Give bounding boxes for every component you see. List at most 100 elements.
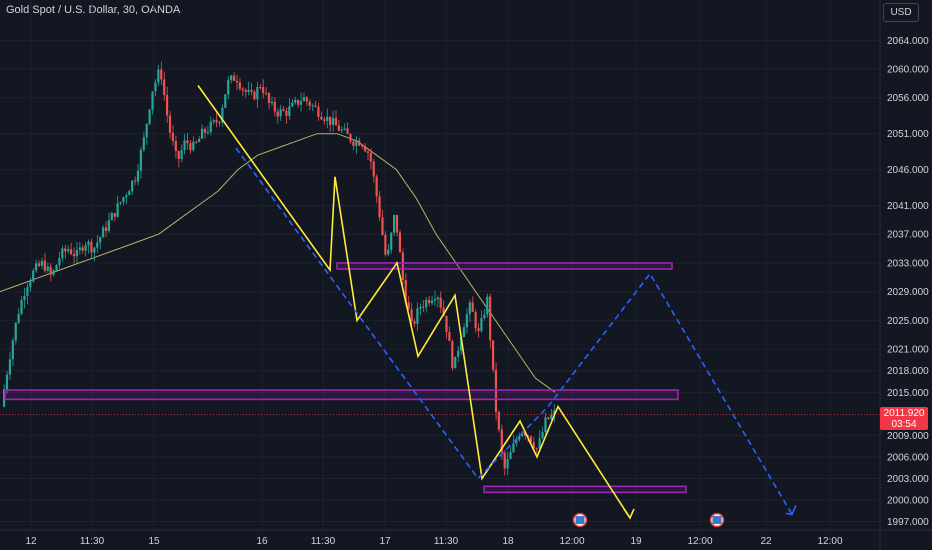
candle-body	[93, 247, 96, 253]
candle-body	[58, 257, 61, 265]
candle-body	[535, 448, 538, 450]
candle-body	[99, 237, 102, 243]
candle-body	[305, 97, 308, 102]
candle-body	[247, 89, 250, 92]
y-tick-label: 1997.000	[887, 517, 929, 528]
candle-body	[433, 299, 436, 301]
candle-body	[468, 302, 471, 315]
currency-button[interactable]: USD	[883, 3, 919, 22]
candle-body	[337, 125, 340, 131]
candle-body	[267, 93, 271, 104]
candle-body	[381, 217, 384, 235]
candle-body	[273, 101, 276, 112]
candle-body	[500, 429, 503, 453]
candle-body	[413, 321, 416, 324]
candle-body	[366, 151, 370, 153]
candle-body	[52, 270, 55, 275]
projection-arrowhead	[785, 505, 797, 516]
candle-body	[203, 128, 207, 133]
candle-body	[116, 203, 119, 217]
candle-body	[276, 111, 279, 117]
y-tick-label: 2003.000	[887, 474, 929, 485]
candle-body	[363, 145, 367, 152]
chart-title: Gold Spot / U.S. Dollar, 30, OANDA	[6, 4, 181, 16]
candle-body	[436, 297, 439, 300]
candle-body	[323, 119, 326, 121]
candle-body	[113, 213, 116, 217]
candle-body	[489, 296, 492, 341]
x-tick-label: 16	[256, 536, 268, 547]
candle-body	[494, 369, 498, 413]
y-tick-label: 2060.000	[887, 65, 929, 76]
candle-body	[84, 245, 87, 251]
candle-body	[378, 196, 381, 218]
candle-body	[401, 252, 404, 280]
candle-body	[302, 97, 305, 102]
candle-body	[221, 107, 224, 123]
candle-body	[235, 80, 239, 83]
candle-body	[512, 443, 515, 453]
candle-body	[232, 75, 236, 81]
y-tick-label: 2051.000	[887, 129, 929, 140]
candle-body	[8, 359, 12, 375]
candle-body	[349, 133, 352, 142]
x-tick-label: 12	[25, 536, 37, 547]
y-tick-label: 2000.000	[887, 496, 929, 507]
candle-body	[177, 151, 180, 159]
candle-body	[186, 140, 189, 144]
y-tick-label: 2029.000	[887, 287, 929, 298]
y-tick-label: 2025.000	[887, 316, 929, 327]
x-tick-label: 18	[502, 536, 514, 547]
candle-body	[445, 315, 448, 333]
projection-path	[235, 147, 797, 516]
candle-body	[55, 264, 58, 271]
candle-body	[224, 94, 227, 108]
candle-body	[299, 101, 303, 105]
candle-body	[72, 254, 76, 257]
candle-body	[165, 95, 169, 116]
event-flags	[572, 512, 725, 528]
y-tick-label: 2033.000	[887, 258, 929, 269]
candle-body	[157, 69, 160, 83]
candle-body	[163, 79, 166, 96]
candle-body	[308, 101, 311, 106]
candle-body	[288, 106, 291, 116]
candle-body	[326, 116, 329, 121]
candle-body	[334, 117, 337, 126]
x-tick-label: 22	[760, 536, 772, 547]
candle-body	[541, 432, 544, 439]
candle-body	[133, 180, 137, 182]
candle-body	[174, 140, 177, 152]
candle-body	[529, 436, 533, 443]
candle-body	[250, 89, 253, 92]
candle-body	[454, 356, 457, 369]
candle-body	[171, 132, 175, 141]
candle-body	[410, 309, 413, 322]
candle-body	[407, 302, 410, 310]
candle-body	[5, 374, 9, 390]
candle-body	[11, 340, 14, 360]
candle-body	[358, 140, 361, 146]
candle-body	[550, 414, 553, 419]
candle-body	[372, 161, 375, 177]
candle-body	[465, 314, 468, 328]
flag-inner	[712, 516, 722, 524]
moving-average-line	[0, 133, 556, 393]
candle-body	[416, 308, 419, 324]
candle-body	[264, 92, 268, 94]
candle-body	[160, 69, 163, 80]
candle-body	[491, 340, 495, 370]
candle-body	[343, 128, 346, 130]
x-axis-ticks: 12 11:30 15 16 11:30 17 11:30 18 12:00 19 12:00 22 1…	[25, 536, 843, 547]
candle-body	[518, 435, 521, 440]
x-tick-label: 11:30	[434, 536, 459, 547]
candle-body	[294, 99, 297, 103]
candle-body	[483, 314, 486, 319]
candle-body	[37, 263, 41, 266]
candle-body	[81, 247, 84, 251]
y-tick-label: 2046.000	[887, 165, 929, 176]
bar-countdown: 03:54	[891, 419, 917, 430]
candle-body	[328, 116, 332, 125]
